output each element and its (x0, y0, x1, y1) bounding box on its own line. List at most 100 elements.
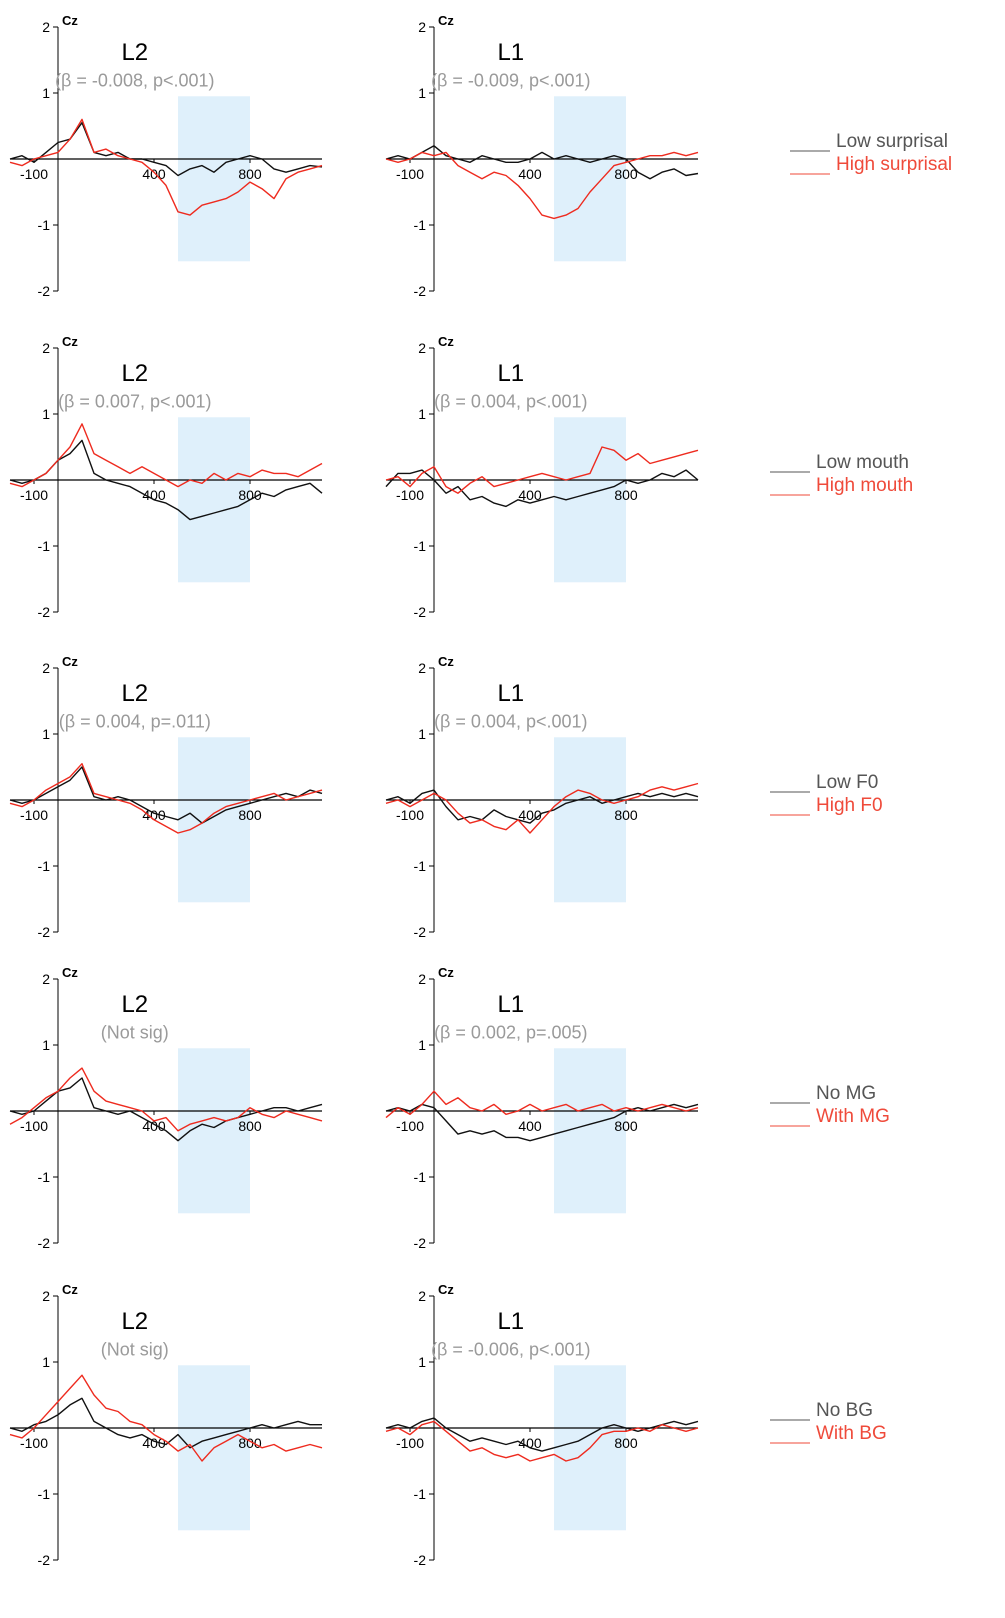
series-line-high (385, 1420, 699, 1462)
x-tick-label: 400 (518, 487, 542, 503)
y-tick-label: -1 (38, 1486, 51, 1502)
legend-label: Low surprisal (836, 131, 948, 152)
legend-label: With MG (816, 1106, 890, 1127)
legend-label: High mouth (816, 475, 913, 496)
x-tick-label: 400 (518, 1118, 542, 1134)
x-tick-label: 400 (142, 487, 166, 503)
y-tick-label: 2 (418, 19, 426, 35)
series-line-high (9, 423, 323, 488)
time-window (178, 417, 250, 583)
series-line-low (385, 469, 699, 508)
y-tick-label: 1 (418, 85, 426, 101)
x-tick-label: 800 (238, 1435, 262, 1451)
y-tick-label: 1 (42, 726, 50, 742)
y-tick-label: -2 (414, 1552, 427, 1568)
panel-stat: (Not sig) (101, 1022, 169, 1042)
x-tick-label: 400 (142, 807, 166, 823)
panel-9: 2 1 -1 -2 Cz -100 400 800 L2 (Not sig) (9, 1282, 323, 1568)
panel-stat: (β = 0.004, p=.011) (59, 711, 211, 731)
series-line-low (9, 122, 323, 177)
panel-stat: (β = 0.002, p=.005) (434, 1022, 587, 1042)
panel-title: L2 (121, 360, 148, 387)
series-line-high (385, 1090, 699, 1119)
y-tick-label: 1 (42, 1037, 50, 1053)
series-line-low (9, 766, 323, 824)
x-tick-label: 400 (518, 1435, 542, 1451)
y-tick-label: 1 (418, 1354, 426, 1370)
series-line-low (385, 789, 699, 824)
panel-stat: (β = -0.009, p<.001) (431, 70, 590, 90)
channel-label: Cz (62, 965, 78, 980)
x-tick-label: 800 (614, 1118, 638, 1134)
panel-stat: (β = -0.008, p<.001) (55, 70, 214, 90)
y-tick-label: -2 (414, 924, 427, 940)
x-tick-label: 400 (142, 166, 166, 182)
y-tick-label: -1 (38, 538, 51, 554)
panel-title: L1 (497, 1308, 524, 1335)
x-tick-label: -100 (20, 1435, 48, 1451)
panel-title: L2 (121, 991, 148, 1018)
panel-7: 2 1 -1 -2 Cz -100 400 800 L2 (Not sig) (9, 965, 323, 1251)
panel-title: L1 (497, 680, 524, 707)
y-tick-label: 1 (418, 726, 426, 742)
x-tick-label: -100 (396, 1435, 424, 1451)
y-tick-label: -1 (414, 1169, 427, 1185)
panel-3: 2 1 -1 -2 Cz -100 400 800 L2 (β = 0.007, p<.001) (9, 334, 323, 620)
y-tick-label: 2 (42, 1288, 50, 1304)
channel-label: Cz (62, 334, 78, 349)
series-line-high (9, 118, 323, 216)
legend-label: Low mouth (816, 452, 909, 473)
y-tick-label: 2 (418, 660, 426, 676)
y-tick-label: 1 (418, 1037, 426, 1053)
panel-stat: (β = 0.004, p<.001) (434, 711, 587, 731)
time-window (554, 96, 626, 262)
y-tick-label: -2 (38, 1235, 51, 1251)
y-tick-label: 1 (42, 1354, 50, 1370)
x-tick-label: 800 (238, 1118, 262, 1134)
x-tick-label: 400 (142, 1435, 166, 1451)
legend-label: No MG (816, 1083, 876, 1104)
y-tick-label: 2 (42, 340, 50, 356)
x-tick-label: -100 (396, 166, 424, 182)
y-tick-label: -1 (414, 217, 427, 233)
x-tick-label: -100 (20, 166, 48, 182)
y-tick-label: -2 (414, 1235, 427, 1251)
y-tick-label: -2 (38, 283, 51, 299)
channel-label: Cz (62, 654, 78, 669)
x-tick-label: -100 (396, 1118, 424, 1134)
panel-stat: (β = -0.006, p<.001) (431, 1339, 590, 1359)
x-tick-label: -100 (396, 807, 424, 823)
y-tick-label: 1 (418, 406, 426, 422)
x-tick-label: 800 (238, 487, 262, 503)
time-window (178, 96, 250, 262)
panel-stat: (β = 0.004, p<.001) (434, 391, 587, 411)
channel-label: Cz (62, 1282, 78, 1297)
x-tick-label: -100 (20, 1118, 48, 1134)
channel-label: Cz (438, 1282, 454, 1297)
panel-title: L2 (121, 39, 148, 66)
y-tick-label: -2 (38, 1552, 51, 1568)
panel-title: L2 (121, 1308, 148, 1335)
x-tick-label: 400 (142, 1118, 166, 1134)
y-tick-label: 2 (418, 340, 426, 356)
series-line-low (9, 1397, 322, 1449)
series-line-high (9, 763, 323, 834)
channel-label: Cz (438, 334, 454, 349)
legend-label: With BG (816, 1423, 887, 1444)
x-tick-label: 400 (518, 166, 542, 182)
x-tick-label: -100 (20, 487, 48, 503)
y-tick-label: -1 (38, 858, 51, 874)
series-line-high (385, 446, 699, 494)
series-line-high (385, 782, 699, 834)
y-tick-label: -2 (38, 924, 51, 940)
series-line-high (9, 1067, 323, 1132)
legend-label: No BG (816, 1400, 873, 1421)
x-tick-label: -100 (396, 487, 424, 503)
time-window (178, 737, 250, 903)
panel-4: 2 1 -1 -2 Cz -100 400 800 L1 (β = 0.004, p<.001) L… (385, 334, 913, 620)
panel-stat: (β = 0.007, p<.001) (58, 391, 211, 411)
series-line-low (385, 1103, 699, 1142)
x-tick-label: 800 (614, 807, 638, 823)
